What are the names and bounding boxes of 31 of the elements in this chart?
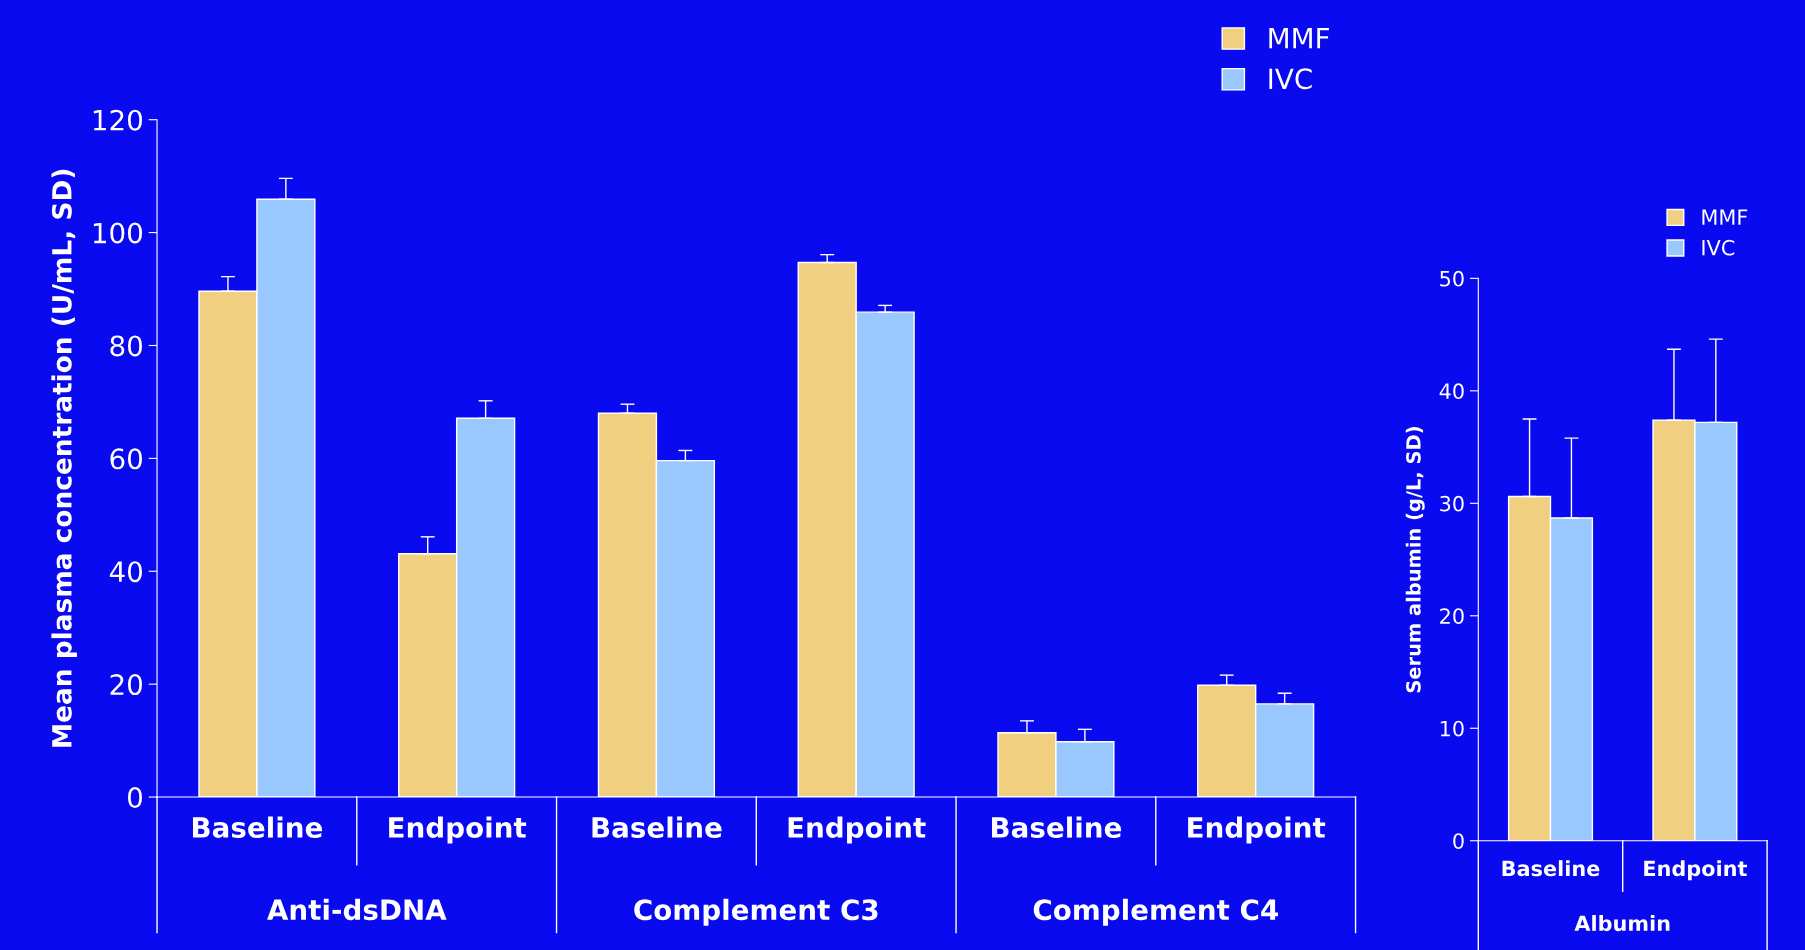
text: Anti-dsDNA bbox=[267, 898, 447, 921]
x-tick-label: Endpoint bbox=[1188, 816, 1326, 844]
x-tick-label: Endpoint bbox=[389, 816, 527, 844]
text: Albumin bbox=[1574, 915, 1670, 932]
legend-label: MMF bbox=[1269, 27, 1329, 49]
x-tick-label: Baseline bbox=[1502, 860, 1600, 877]
text: Complement C3 bbox=[634, 898, 878, 926]
text: Complement C4 bbox=[1033, 898, 1278, 926]
y-tick-label: 30 bbox=[1440, 495, 1464, 512]
y-tick-label: 0 bbox=[1453, 833, 1464, 849]
y-axis-title: Serum albumin (g/L, SD) bbox=[1405, 427, 1425, 693]
y-tick-label: 20 bbox=[1440, 608, 1464, 624]
y-tick-label: 10 bbox=[1440, 720, 1464, 737]
y-tick-label: 20 bbox=[110, 674, 142, 696]
x-tick-label: Baseline bbox=[192, 816, 323, 838]
y-tick-label: 0 bbox=[128, 786, 142, 808]
y-tick-label: 50 bbox=[1440, 270, 1464, 287]
legend-label: IVC bbox=[1269, 68, 1312, 90]
y-tick-label: 120 bbox=[93, 109, 142, 131]
y-tick-label: 100 bbox=[93, 222, 142, 244]
x-tick-label: Baseline bbox=[592, 816, 722, 838]
y-tick-label: 40 bbox=[109, 561, 142, 583]
legend-label: MMF bbox=[1702, 209, 1748, 225]
legend-label: IVC bbox=[1702, 239, 1735, 256]
x-tick-label: Endpoint bbox=[1644, 860, 1747, 881]
x-tick-label: Baseline bbox=[992, 816, 1122, 838]
y-tick-label: 80 bbox=[110, 335, 142, 357]
y-axis-title: Mean plasma concentration (U/mL, SD) bbox=[51, 169, 77, 747]
y-tick-label: 60 bbox=[110, 448, 142, 470]
x-tick-label: Endpoint bbox=[788, 816, 926, 844]
y-tick-label: 40 bbox=[1439, 383, 1464, 400]
